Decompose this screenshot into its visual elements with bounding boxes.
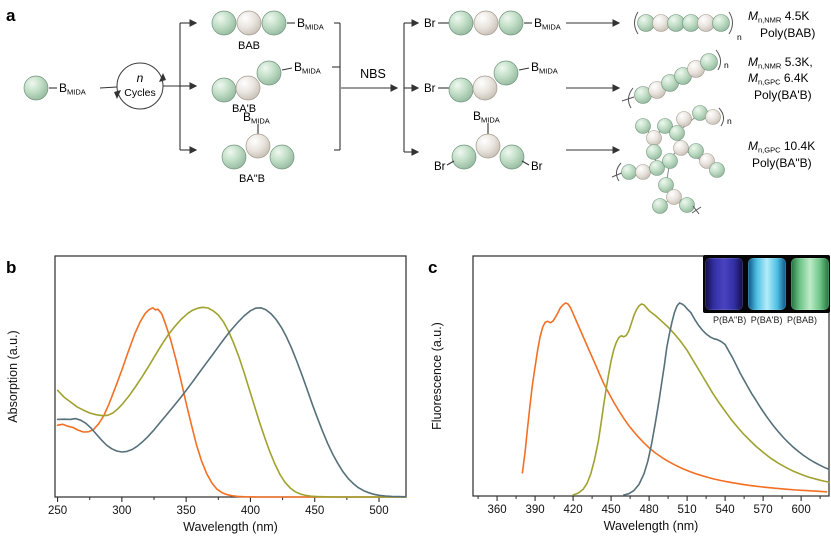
branch-lines — [163, 19, 198, 154]
polymer-pba1b: n — [621, 49, 729, 109]
br-label: Br — [424, 83, 436, 95]
br-label: Br — [434, 161, 446, 173]
plot-frame — [472, 255, 830, 497]
polymer-name: Poly(BA"B) — [752, 156, 812, 170]
monomer-bab: BMIDA BAB — [211, 10, 324, 52]
y-axis-title: Absorption (a.u.) — [6, 330, 20, 422]
nbs-step: NBS — [341, 67, 399, 92]
polymer-name: Poly(BA'B) — [754, 88, 812, 102]
repeat-n: n — [724, 60, 729, 70]
polymer-pba2b: n — [611, 105, 732, 215]
polymer-pba2b-labels: Mn,GPC 10.4K Poly(BA"B) — [748, 139, 815, 170]
reagent-nbs: NBS — [360, 67, 386, 81]
polymer-name: Poly(BAB) — [760, 26, 815, 40]
inset-label-pbab: P(BAB) — [786, 315, 817, 325]
inset-label-pba1b: P(BA'B) — [750, 315, 783, 325]
polymer-pbab-labels: Mn,NMR 4.5K Poly(BAB) — [748, 9, 815, 40]
bromo-ba1b: Br BMIDA — [424, 60, 558, 103]
inset-label-pba2b: P(BA"B) — [713, 315, 747, 325]
absorption-chart: 250 300 350 400 450 500 Wavelength (nm) Absorpt… — [6, 255, 407, 534]
x-tick-label: 500 — [369, 505, 388, 517]
cuvette-pba2b — [704, 258, 743, 310]
x-tick-label: 360 — [487, 504, 506, 516]
start-monomer: BMIDA — [23, 75, 118, 101]
series-P(BA'B) — [572, 303, 830, 496]
bmida-label: BMIDA — [294, 60, 321, 76]
mn-label: Mn,NMR 4.5K — [748, 9, 809, 25]
mn-label: Mn,GPC 10.4K — [748, 139, 815, 155]
br-label: Br — [424, 18, 436, 30]
cycle-arrowhead — [114, 90, 121, 99]
series-P(BA"B) — [56, 306, 407, 498]
cycle-label: Cycles — [124, 87, 156, 99]
bromo-bab: Br BMIDA — [424, 10, 561, 36]
monomer-label-ba2b: BA"B — [239, 173, 265, 185]
cycle-n: n — [137, 71, 144, 85]
x-tick-label: 390 — [525, 504, 544, 516]
br-label: Br — [531, 161, 543, 173]
mn-label: Mn,GPC 6.4K — [748, 71, 809, 87]
distribute-bracket — [403, 19, 420, 156]
inset-labels: P(BA"B) P(BA'B) P(BAB) — [690, 315, 831, 325]
panel-label-c: c — [428, 258, 438, 277]
bmida-label: BMIDA — [243, 110, 270, 126]
x-tick-label: 510 — [678, 504, 697, 516]
polymer-pbab: n — [634, 11, 742, 42]
bmida-label: BMIDA — [473, 109, 500, 125]
x-axis-title: Wavelength (nm) — [604, 519, 699, 533]
x-tick-label: 420 — [563, 504, 582, 516]
y-axis-title: Fluorescence (a.u.) — [430, 322, 444, 430]
x-tick-label: 570 — [754, 504, 773, 516]
bmida-label: BMIDA — [534, 16, 561, 32]
panel-label-a: a — [6, 6, 16, 25]
scheme-panel-a: BMIDA n Cycles BMIDA BAB — [23, 9, 815, 215]
bmida-label: BMIDA — [297, 16, 324, 32]
bmida-label: BMIDA — [59, 81, 86, 97]
monomer-label-bab: BAB — [238, 40, 260, 52]
x-tick-label: 600 — [792, 504, 811, 516]
x-tick-label: 540 — [716, 504, 735, 516]
bromo-ba2b: BMIDA Br Br — [434, 109, 543, 173]
cuvette-pbab — [790, 258, 829, 310]
series-P(BA"B) — [521, 302, 828, 493]
x-tick-label: 450 — [305, 505, 324, 517]
collect-bracket — [332, 22, 341, 151]
monomer-ba2b: BMIDA BA"B — [221, 110, 295, 185]
x-tick-label: 450 — [601, 504, 620, 516]
series-P(BAB) — [623, 302, 830, 496]
cycle-arrowhead — [159, 73, 166, 82]
x-tick-label: 400 — [241, 505, 260, 517]
plot-frame — [54, 255, 407, 498]
monomer-label-ba1b: BA'B — [232, 103, 256, 115]
panel-label-b: b — [6, 258, 17, 277]
series-P(BA'B) — [56, 306, 407, 498]
mn-label: Mn,NMR 5.3K, — [748, 55, 813, 71]
n-cycles-circle: n Cycles — [114, 62, 166, 110]
x-tick-label: 250 — [48, 505, 67, 517]
series-P(BAB) — [56, 306, 407, 498]
repeat-n: n — [737, 32, 742, 42]
x-tick-label: 300 — [112, 505, 131, 517]
x-tick-label: 480 — [640, 504, 659, 516]
monomer-ba1b: BMIDA BA'B — [211, 60, 321, 115]
x-tick-label: 350 — [177, 505, 196, 517]
repeat-n: n — [727, 116, 732, 126]
uv-photo-inset — [703, 255, 830, 313]
polymer-pba1b-labels: Mn,NMR 5.3K, Mn,GPC 6.4K Poly(BA'B) — [748, 55, 813, 102]
polymerization-arrows — [566, 19, 621, 154]
fluorescence-chart: 360 390 420 450 480 510 540 570 600 Wavelength (n… — [430, 255, 830, 533]
x-axis-title: Wavelength (nm) — [183, 520, 278, 534]
cuvette-pba1b — [747, 258, 786, 310]
bmida-label: BMIDA — [531, 60, 558, 76]
